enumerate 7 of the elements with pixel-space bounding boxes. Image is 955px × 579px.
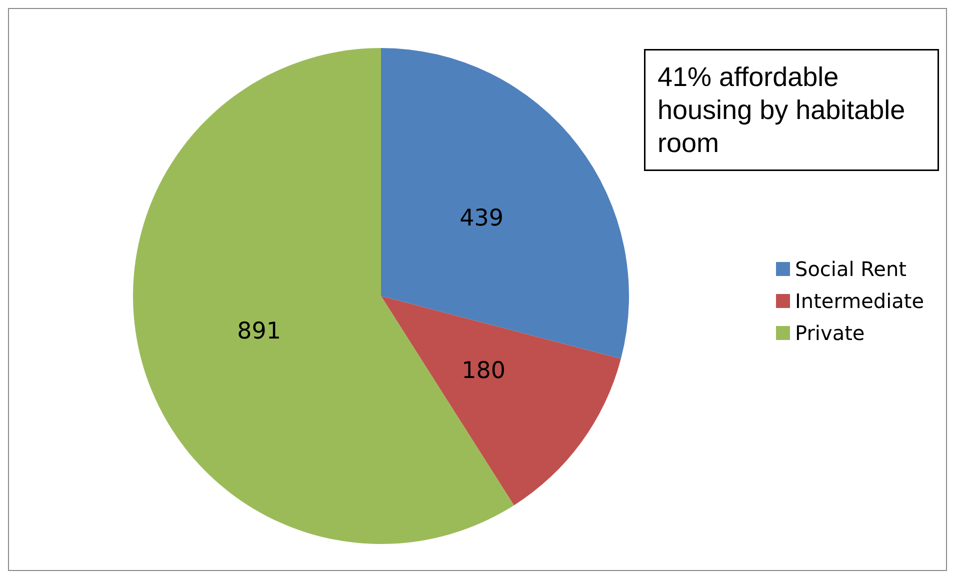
legend-label: Private xyxy=(795,321,865,345)
data-label: 891 xyxy=(237,318,282,344)
data-label: 439 xyxy=(460,205,504,232)
data-label: 180 xyxy=(462,358,506,384)
text: 41% affordable housing by habitable room xyxy=(658,62,913,158)
legend-label: Intermediate xyxy=(795,289,924,313)
legend-label: Social Rent xyxy=(795,257,907,281)
